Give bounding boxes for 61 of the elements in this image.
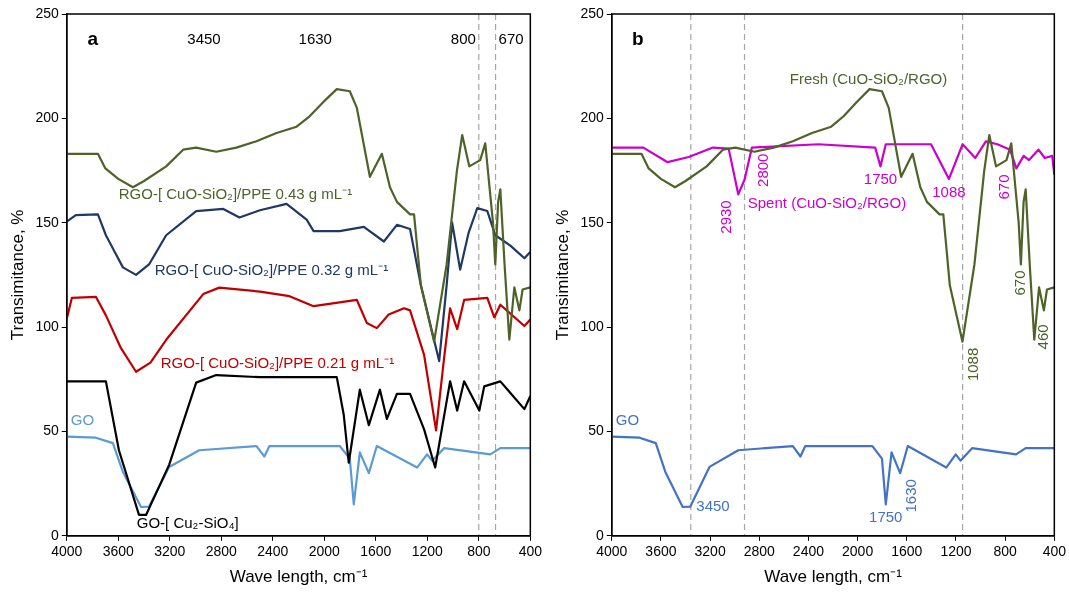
x-tick-label: 400 bbox=[518, 543, 543, 560]
series-label: GO bbox=[615, 410, 640, 428]
annotation: 1088 bbox=[932, 182, 966, 200]
x-tick-label: 400 bbox=[1042, 543, 1067, 560]
series-label: GO-[ Cu₂-SiO₄] bbox=[136, 513, 239, 531]
x-tick-label: 800 bbox=[993, 543, 1018, 560]
ref-line-label: 670 bbox=[498, 30, 524, 48]
y-tick-label: 50 bbox=[588, 422, 604, 439]
series-label: RGO-[ CuO-SiO₂]/PPE 0.21 g mL⁻¹ bbox=[160, 353, 395, 371]
x-tick-label: 1200 bbox=[940, 543, 972, 560]
x-tick-label: 3600 bbox=[102, 543, 135, 560]
x-tick-label: 3600 bbox=[645, 543, 677, 560]
y-tick-label: 250 bbox=[35, 4, 59, 21]
y-tick-label: 200 bbox=[580, 109, 604, 126]
annotation: a bbox=[87, 28, 99, 50]
annotation: 670 bbox=[1011, 270, 1029, 296]
x-tick-label: 1600 bbox=[360, 543, 392, 560]
series-label: RGO-[ CuO-SiO₂]/PPE 0.32 g mL⁻¹ bbox=[154, 260, 389, 278]
x-tick-label: 2400 bbox=[257, 543, 289, 560]
series-label: Spent (CuO-SiO₂/RGO) bbox=[747, 193, 907, 211]
x-tick-label: 3200 bbox=[694, 543, 726, 560]
x-tick-label: 1200 bbox=[411, 543, 444, 560]
x-tick-label: 1600 bbox=[891, 543, 923, 560]
y-axis-title: Transimitance, % bbox=[552, 209, 572, 341]
x-axis-title: Wave length, cm⁻¹ bbox=[229, 567, 368, 587]
y-tick-label: 0 bbox=[50, 526, 59, 543]
y-tick-label: 250 bbox=[580, 4, 604, 21]
x-axis-title: Wave length, cm⁻¹ bbox=[764, 567, 903, 587]
y-tick-label: 150 bbox=[35, 213, 59, 230]
series-label: GO bbox=[70, 410, 95, 428]
x-tick-label: 4000 bbox=[596, 543, 628, 560]
y-tick-label: 100 bbox=[580, 317, 604, 334]
ref-line-label: 800 bbox=[450, 30, 476, 48]
series-label: RGO-[ CuO-SiO₂]/PPE 0.43 g mL⁻¹ bbox=[118, 185, 353, 203]
y-tick-label: 0 bbox=[595, 526, 604, 543]
x-tick-label: 4000 bbox=[51, 543, 83, 560]
x-tick-label: 2800 bbox=[743, 543, 776, 560]
annotation: 670 bbox=[994, 174, 1012, 200]
annotation: 1750 bbox=[863, 170, 898, 188]
x-tick-label: 2000 bbox=[308, 543, 341, 560]
y-tick-label: 100 bbox=[35, 317, 59, 334]
annotation: 2930 bbox=[716, 200, 734, 234]
annotation: b bbox=[631, 28, 644, 50]
annotation: 1750 bbox=[869, 508, 903, 526]
x-tick-label: 3200 bbox=[154, 543, 186, 560]
annotation: 3450 bbox=[696, 496, 730, 514]
x-tick-label: 2000 bbox=[842, 543, 874, 560]
y-tick-label: 150 bbox=[580, 213, 604, 230]
annotation: 3450 bbox=[187, 30, 221, 48]
x-tick-label: 2800 bbox=[205, 543, 238, 560]
x-tick-label: 2400 bbox=[792, 543, 825, 560]
annotation: 1088 bbox=[964, 347, 982, 382]
y-tick-label: 50 bbox=[43, 422, 59, 439]
series-label: Fresh (CuO-SiO₂/RGO) bbox=[789, 70, 948, 88]
y-axis-title: Transimitance, % bbox=[7, 209, 27, 341]
annotation: 1630 bbox=[298, 30, 332, 48]
annotation: 460 bbox=[1034, 324, 1052, 350]
annotation: 2800 bbox=[753, 153, 771, 187]
x-tick-label: 800 bbox=[467, 543, 491, 560]
annotation: 1630 bbox=[901, 479, 919, 513]
y-tick-label: 200 bbox=[35, 109, 59, 126]
